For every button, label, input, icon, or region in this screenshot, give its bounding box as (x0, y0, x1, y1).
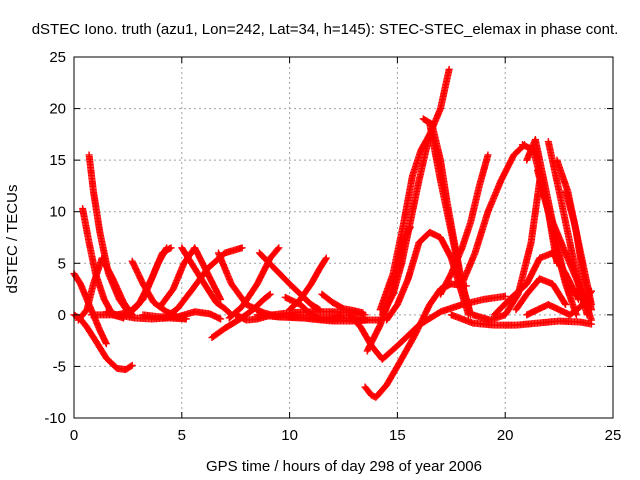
data-point-marker (359, 309, 367, 317)
data-point-marker (587, 287, 595, 295)
data-point-marker (217, 315, 225, 323)
data-point-marker (484, 151, 492, 159)
x-tick-label: 20 (497, 427, 514, 444)
y-tick-label: -10 (44, 410, 66, 427)
plot-frame (73, 56, 614, 419)
x-axis-label: GPS time / hours of day 298 of year 2006 (206, 458, 482, 475)
x-tick-label: 25 (605, 427, 622, 444)
data-point-marker (274, 245, 282, 253)
data-point-marker (266, 290, 274, 298)
data-series (124, 244, 175, 319)
x-tick-label: 0 (70, 427, 78, 444)
data-point-marker (587, 301, 595, 309)
y-tick-label: 10 (49, 204, 66, 221)
y-tick-label: 0 (58, 307, 66, 324)
data-series (490, 249, 583, 319)
y-tick-label: 15 (49, 152, 66, 169)
data-point-marker (321, 255, 329, 263)
y-axis-label: dSTEC / TECUs (4, 185, 21, 294)
data-series (437, 151, 492, 298)
data-point-marker (238, 244, 246, 252)
x-axis: 0 5 10 15 20 25 (70, 57, 622, 444)
data-series (318, 290, 367, 317)
data-series (225, 244, 283, 322)
data-series (523, 287, 595, 319)
y-tick-label: -5 (53, 358, 66, 375)
data-point-marker (575, 295, 583, 303)
x-tick-label: 5 (178, 427, 186, 444)
data-series (286, 254, 330, 314)
data-point-marker (166, 245, 174, 253)
data-point-marker (445, 65, 453, 73)
x-tick-label: 15 (389, 427, 406, 444)
data-series (255, 249, 324, 314)
data-point-marker (337, 312, 345, 320)
data-series (74, 254, 136, 324)
data-point-marker (561, 299, 569, 307)
data-point-marker (102, 340, 110, 348)
x-tick-label: 10 (281, 427, 298, 444)
y-tick-label: 20 (49, 101, 66, 118)
data-series (376, 130, 434, 314)
y-tick-label: 25 (49, 49, 66, 66)
data-point-marker (128, 361, 136, 369)
data-point-marker (322, 254, 330, 262)
data-series (512, 275, 570, 314)
data-point-marker (275, 244, 283, 252)
data-points (70, 65, 595, 401)
data-series (361, 280, 470, 401)
data-series (383, 228, 473, 324)
data-point-marker (562, 301, 570, 309)
chart-title: dSTEC Iono. truth (azu1, Lon=242, Lat=34… (32, 21, 619, 38)
data-point-marker (587, 288, 595, 296)
data-series (447, 311, 595, 329)
data-series (156, 244, 225, 311)
data-point-marker (587, 316, 595, 324)
data-point-marker (316, 306, 324, 314)
data-series (161, 244, 246, 322)
data-point-marker (265, 291, 273, 299)
data-point-marker (127, 362, 135, 370)
y-tick-label: 5 (58, 255, 66, 272)
data-point-marker (167, 244, 175, 252)
y-axis: -10 -5 0 5 10 15 20 25 (44, 49, 613, 427)
data-point-marker (501, 292, 509, 300)
data-point-marker (315, 305, 323, 313)
data-point-marker (566, 290, 574, 298)
